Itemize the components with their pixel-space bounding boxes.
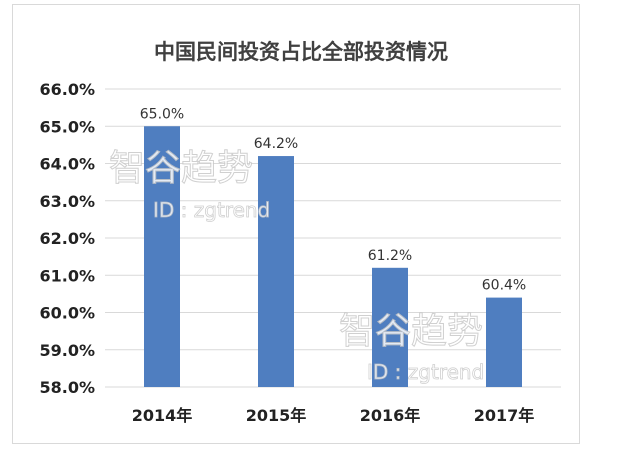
data-labels: 65.0% 64.2% 61.2% 60.4% — [140, 106, 526, 293]
bar-chart: 中国民间投资占比全部投资情况 58.0% 59.0% 60.0% 61.0% 62.0%… — [39, 40, 561, 425]
y-tick-label: 66.0% — [39, 80, 95, 99]
chart-frame: 中国民间投资占比全部投资情况 58.0% 59.0% 60.0% 61.0% 62.0%… — [12, 4, 580, 444]
y-tick-label: 65.0% — [39, 117, 95, 136]
x-category-label: 2015年 — [246, 406, 307, 425]
x-category-label: 2016年 — [360, 406, 421, 425]
bar-2 — [258, 156, 294, 387]
y-tick-label: 61.0% — [39, 266, 95, 285]
bar-4 — [486, 297, 522, 387]
x-category-label: 2014年 — [132, 406, 193, 425]
y-axis-ticks: 58.0% 59.0% 60.0% 61.0% 62.0% 63.0% 64.0% 65.0%… — [39, 80, 95, 397]
watermark-brand: 智谷趋势 — [109, 148, 253, 189]
data-label: 64.2% — [254, 136, 298, 152]
y-tick-label: 60.0% — [39, 304, 95, 323]
bars — [144, 126, 522, 387]
data-label: 61.2% — [368, 248, 412, 264]
watermark-id: ID : zgtrend — [153, 198, 270, 222]
bar-3 — [372, 267, 408, 387]
y-tick-label: 62.0% — [39, 229, 95, 248]
watermark-id: ID : zgtrend — [367, 360, 484, 384]
data-label: 60.4% — [482, 278, 526, 294]
x-axis-categories: 2014年 2015年 2016年 2017年 — [132, 406, 535, 425]
bar-1 — [144, 126, 180, 387]
y-tick-label: 59.0% — [39, 341, 95, 360]
y-tick-label: 64.0% — [39, 155, 95, 174]
watermarks: 智谷趋势 ID : zgtrend 智谷趋势 ID : zgtrend — [109, 148, 485, 385]
watermark-brand: 智谷趋势 — [339, 311, 483, 352]
chart-title: 中国民间投资占比全部投资情况 — [154, 40, 448, 64]
grid-lines — [105, 88, 561, 388]
data-label: 65.0% — [140, 106, 184, 122]
y-tick-label: 63.0% — [39, 192, 95, 211]
x-category-label: 2017年 — [474, 406, 535, 425]
y-tick-label: 58.0% — [39, 378, 95, 397]
